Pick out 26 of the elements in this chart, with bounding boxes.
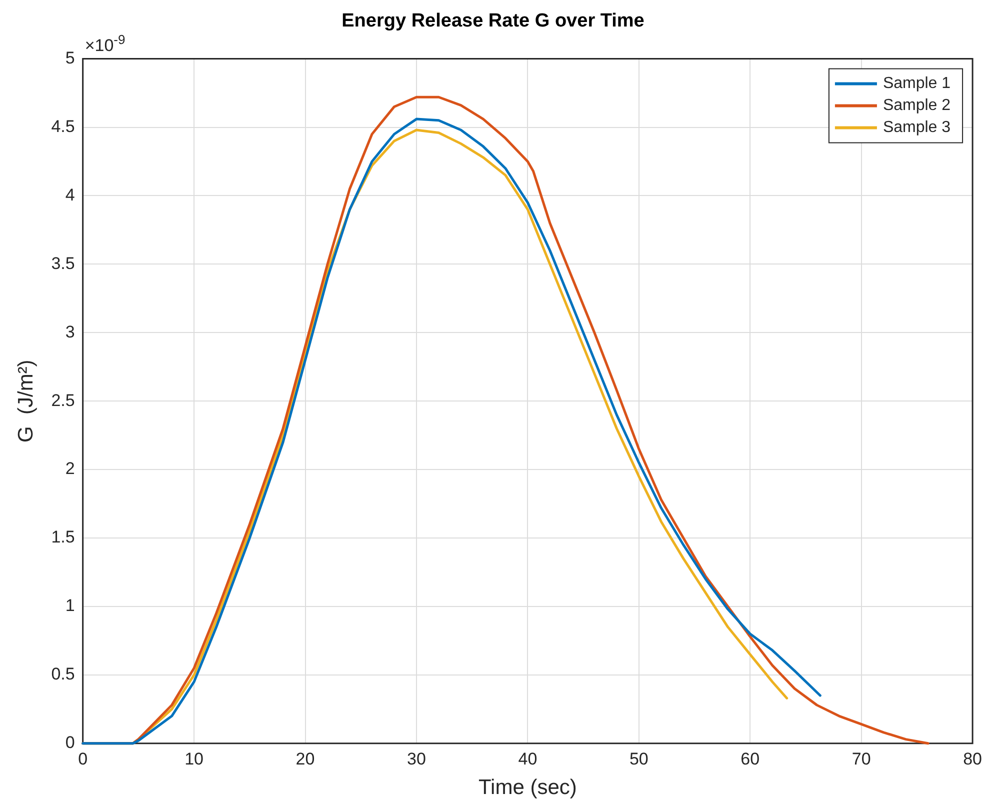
y-tick-label: 5 bbox=[65, 48, 75, 68]
x-tick-label: 0 bbox=[78, 749, 88, 768]
x-tick-label: 70 bbox=[852, 749, 871, 768]
y-tick-label: 0 bbox=[65, 733, 75, 752]
chart-title: Energy Release Rate G over Time bbox=[342, 10, 644, 32]
legend-label: Sample 3 bbox=[882, 119, 951, 136]
x-tick-label: 10 bbox=[184, 749, 204, 768]
x-tick-label: 30 bbox=[407, 749, 426, 768]
y-tick-label: 4.5 bbox=[51, 116, 75, 136]
y-tick-label: 3.5 bbox=[51, 254, 75, 273]
x-tick-label: 60 bbox=[740, 749, 760, 768]
y-tick-label: 3 bbox=[65, 322, 75, 342]
x-tick-label: 20 bbox=[296, 749, 315, 768]
y-tick-label: 1.5 bbox=[51, 528, 75, 547]
x-tick-label: 80 bbox=[963, 749, 982, 768]
legend-label: Sample 2 bbox=[882, 97, 951, 114]
y-tick-label: 2.5 bbox=[51, 390, 75, 410]
legend-label: Sample 1 bbox=[882, 75, 951, 92]
x-tick-label: 50 bbox=[629, 749, 648, 768]
y-tick-label: 4 bbox=[65, 185, 75, 204]
x-axis-title: Time (sec) bbox=[478, 776, 577, 800]
y-tick-label: 0.5 bbox=[51, 664, 75, 684]
y-tick-label: 2 bbox=[65, 459, 75, 478]
y-axis-title: G (J/m²) bbox=[14, 360, 38, 443]
y-tick-label: 1 bbox=[65, 596, 75, 616]
x-tick-label: 40 bbox=[518, 749, 538, 768]
